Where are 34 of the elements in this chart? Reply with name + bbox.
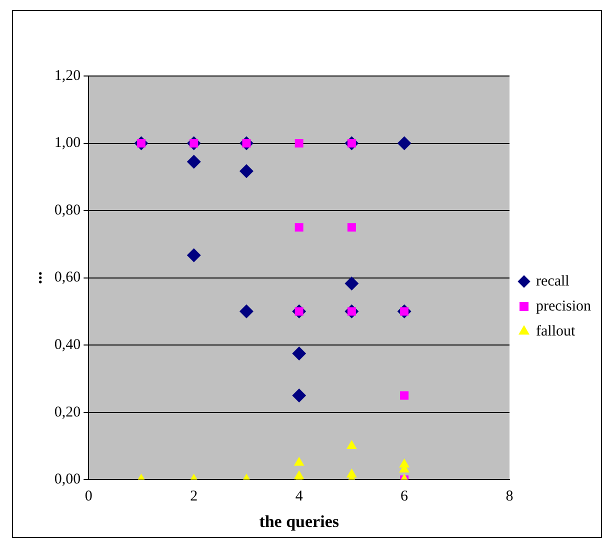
y-tick-label: 0,20 [54,404,81,420]
legend-label: fallout [536,323,576,340]
x-tick-label: 8 [506,488,514,505]
x-tick-label: 0 [84,488,92,505]
legend-label: precision [536,298,592,314]
x-axis-title: the queries [259,512,340,532]
point [294,470,304,480]
x-tick-label: 4 [295,488,304,505]
point [186,248,201,262]
y-tick-label: 1,00 [54,135,81,152]
point [346,440,357,449]
y-axis-title: ... [26,271,46,284]
y-tick-label: 0,60 [54,270,81,286]
point [400,391,409,400]
legend-label: recall [536,273,570,290]
point [294,456,304,466]
x-tick-label: 6 [400,488,409,505]
point [397,136,412,150]
y-tick-label: 0,00 [54,472,81,488]
y-tick-label: 1,20 [54,68,81,84]
point [239,304,254,318]
point [186,154,201,169]
y-tick-label: 0,80 [54,202,81,218]
point [292,388,306,403]
point [399,458,410,468]
point [346,468,357,478]
point [294,223,304,232]
x-tick-label: 2 [190,488,198,505]
y-tick-label: 0,40 [54,337,81,354]
point [347,223,356,232]
point [292,346,306,360]
point [294,139,304,148]
point [344,276,359,291]
point [239,164,254,178]
